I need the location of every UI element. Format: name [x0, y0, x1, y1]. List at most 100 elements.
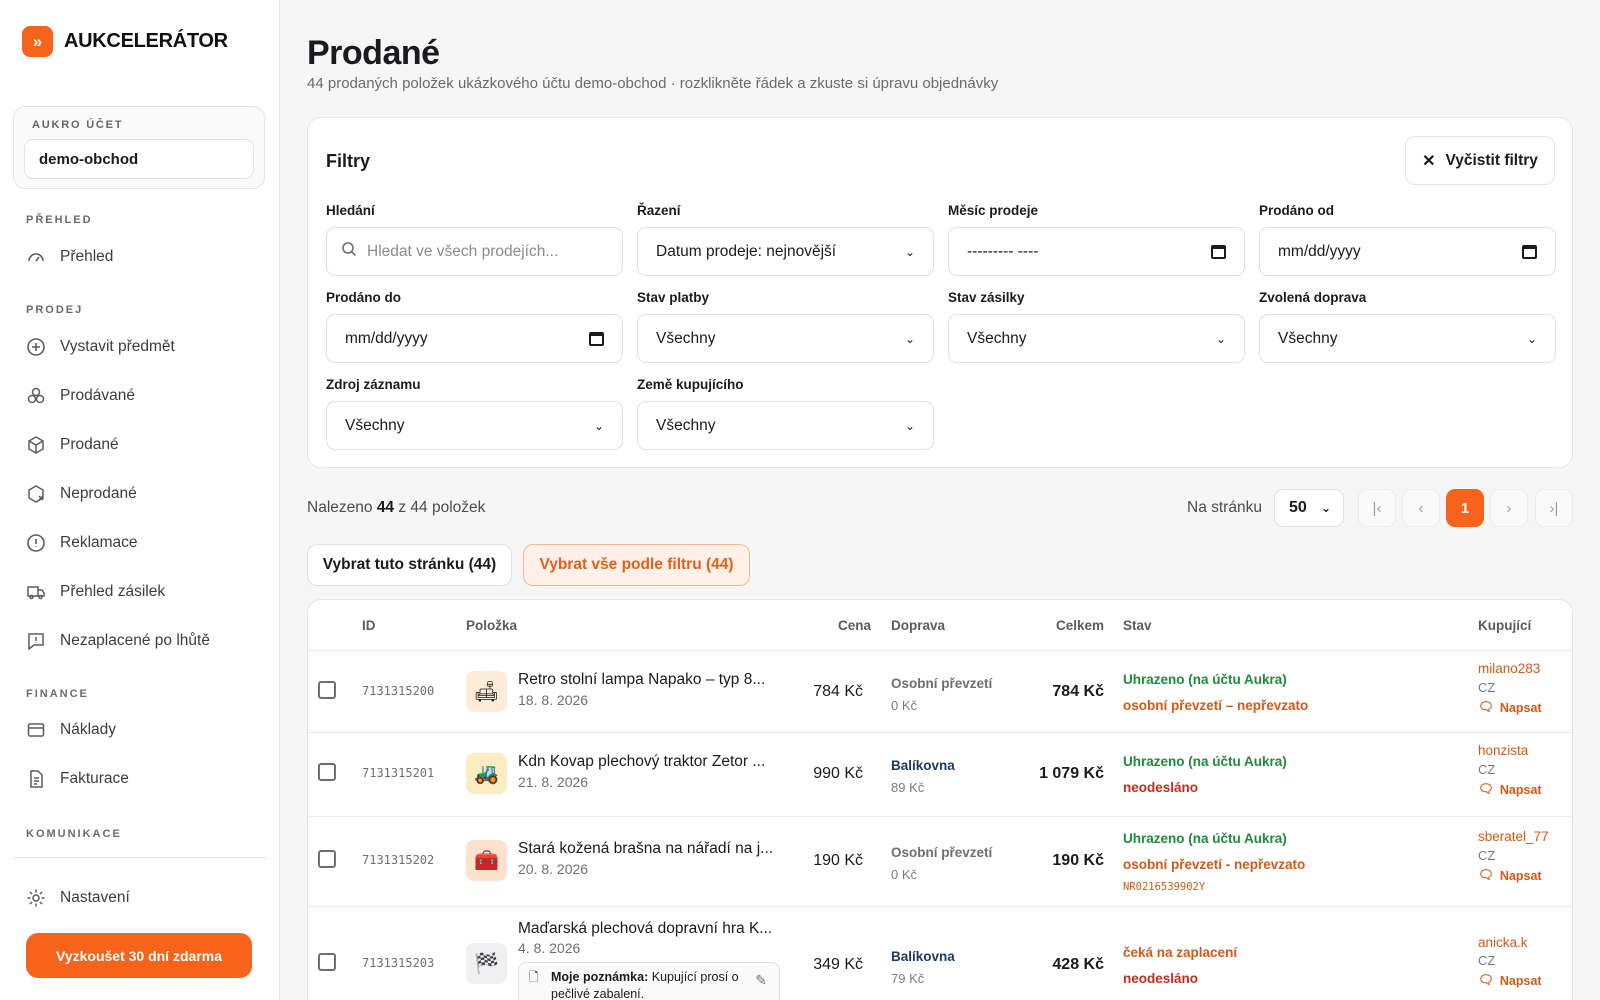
search-placeholder: Hledat ve všech prodejích... — [367, 242, 559, 260]
write-message-button[interactable]: 🗨 Napsat — [1478, 973, 1542, 988]
shipment-status[interactable]: osobní převzetí - nepřevzato — [1123, 857, 1306, 872]
plus-circle-icon — [26, 337, 46, 357]
buyer-country: CZ — [1478, 680, 1496, 695]
account-select[interactable]: demo-obchod — [24, 139, 254, 179]
item-date: 18. 8. 2026 — [518, 692, 589, 708]
country-value: Všechny — [656, 416, 716, 434]
write-message-button[interactable]: 🗨 Napsat — [1478, 868, 1542, 883]
row-checkbox[interactable] — [318, 763, 336, 781]
sidebar-item-prodavane[interactable]: Prodávané — [26, 386, 135, 406]
item-price: 784 Kč — [813, 683, 863, 700]
sidebar-item-reklamace[interactable]: Reklamace — [26, 533, 138, 553]
from-value: mm/dd/yyyy — [1278, 242, 1361, 260]
clear-filters-label: Vyčistit filtry — [1445, 151, 1538, 169]
payment-select[interactable]: Všechny ⌄ — [637, 314, 934, 363]
table-row[interactable]: 7131315201 🚜 Kdn Kovap plechový traktor … — [308, 732, 1572, 816]
sidebar-item-vystavit[interactable]: Vystavit předmět — [26, 337, 175, 357]
item-price: 349 Kč — [813, 956, 863, 973]
sidebar-item-label: Fakturace — [60, 770, 129, 787]
first-page-button[interactable]: |‹ — [1358, 489, 1396, 527]
col-item[interactable]: Položka — [466, 618, 518, 633]
sidebar-item-naklady[interactable]: Náklady — [26, 720, 116, 740]
col-status[interactable]: Stav — [1123, 618, 1152, 633]
source-select[interactable]: Všechny ⌄ — [326, 401, 623, 450]
buyer-name[interactable]: milano283 — [1478, 661, 1541, 676]
calendar-icon[interactable] — [1522, 244, 1537, 259]
calendar-icon[interactable] — [1211, 244, 1226, 259]
from-date-input[interactable]: mm/dd/yyyy — [1259, 227, 1556, 276]
write-message-button[interactable]: 🗨 Napsat — [1478, 700, 1542, 715]
write-label: Napsat — [1499, 700, 1542, 715]
row-checkbox[interactable] — [318, 681, 336, 699]
col-buyer[interactable]: Kupující — [1478, 618, 1532, 633]
per-page-select[interactable]: 50 ⌄ — [1274, 489, 1344, 527]
month-value: --------- ---- — [967, 242, 1039, 260]
write-message-button[interactable]: 🗨 Napsat — [1478, 782, 1542, 797]
sidebar-item-neprodane[interactable]: Neprodané — [26, 484, 137, 504]
item-name[interactable]: Maďarská plechová dopravní hra K... — [518, 920, 773, 937]
nav-section-komunikace: KOMUNIKACE — [26, 828, 122, 840]
next-page-button[interactable]: › — [1490, 489, 1528, 527]
trial-button[interactable]: Vyzkoušet 30 dní zdarma — [26, 933, 252, 978]
search-icon — [341, 241, 357, 262]
row-checkbox[interactable] — [318, 850, 336, 868]
nav-section-finance: FINANCE — [26, 688, 89, 700]
sidebar-item-label: Neprodané — [60, 485, 137, 502]
transport-select[interactable]: Všechny ⌄ — [1259, 314, 1556, 363]
results-number: 44 — [376, 499, 395, 516]
select-all-button[interactable]: Vybrat vše podle filtru (44) — [523, 544, 750, 586]
to-date-input[interactable]: mm/dd/yyyy — [326, 314, 623, 363]
item-name[interactable]: Retro stolní lampa Napako – typ 8... — [518, 671, 766, 688]
row-checkbox[interactable] — [318, 953, 336, 971]
page-button-current[interactable]: 1 — [1446, 489, 1484, 527]
search-input[interactable]: Hledat ve všech prodejích... — [326, 227, 623, 276]
item-note[interactable]: 🗋 Moje poznámka: Kupující prosí o pečliv… — [518, 962, 780, 1000]
last-page-button[interactable]: ›| — [1535, 489, 1573, 527]
per-page-value: 50 — [1289, 499, 1307, 516]
sidebar-item-fakturace[interactable]: Fakturace — [26, 769, 129, 789]
country-select[interactable]: Všechny ⌄ — [637, 401, 934, 450]
shipping-cost: 79 Kč — [891, 971, 925, 986]
wallet-icon — [26, 720, 46, 740]
edit-icon[interactable]: ✎ — [755, 972, 767, 988]
item-date: 21. 8. 2026 — [518, 774, 589, 790]
item-name[interactable]: Kdn Kovap plechový traktor Zetor ... — [518, 753, 766, 770]
source-label: Zdroj záznamu — [326, 377, 421, 392]
sidebar-item-prehled[interactable]: Přehled — [26, 247, 113, 267]
prev-page-button[interactable]: ‹ — [1402, 489, 1440, 527]
table-row[interactable]: 7131315203 🏁 Maďarská plechová dopravní … — [308, 906, 1572, 1000]
calendar-icon[interactable] — [589, 331, 604, 346]
shipping-cost: 0 Kč — [891, 867, 918, 882]
col-total[interactable]: Celkem — [1056, 618, 1105, 633]
shipment-status[interactable]: neodesláno — [1123, 780, 1199, 795]
sidebar-item-nastaveni[interactable]: Nastavení — [26, 888, 130, 908]
total-price: 428 Kč — [1052, 956, 1104, 973]
tracking-number[interactable]: NR0216539902Y — [1123, 881, 1206, 893]
col-shipping[interactable]: Doprava — [891, 618, 946, 633]
sidebar-item-zasilky[interactable]: Přehled zásilek — [26, 582, 165, 602]
table-row[interactable]: 7131315202 🧰 Stará kožená brašna na nářa… — [308, 816, 1572, 906]
table-row[interactable]: 7131315200 🛋 Retro stolní lampa Napako –… — [308, 650, 1572, 732]
filters-title: Filtry — [326, 151, 371, 171]
sidebar-item-label: Vystavit předmět — [60, 338, 175, 355]
item-name[interactable]: Stará kožená brašna na nářadí na j... — [518, 840, 774, 857]
search-label: Hledání — [326, 203, 375, 218]
shipment-status[interactable]: osobní převzetí – nepřevzato — [1123, 698, 1309, 713]
clear-filters-button[interactable]: ✕ Vyčistit filtry — [1405, 136, 1555, 185]
col-id[interactable]: ID — [362, 618, 376, 633]
select-page-button[interactable]: Vybrat tuto stránku (44) — [307, 544, 512, 586]
month-input[interactable]: --------- ---- — [948, 227, 1245, 276]
sidebar-item-prodane[interactable]: Prodané — [26, 435, 119, 455]
buyer-name[interactable]: honzista — [1478, 743, 1529, 758]
brand[interactable]: » AUKCELERÁTOR — [22, 26, 228, 57]
chevron-down-icon: ⌄ — [593, 418, 604, 433]
sidebar-item-nezaplacene[interactable]: Nezaplacené po lhůtě — [26, 631, 210, 651]
shipment-status[interactable]: neodesláno — [1123, 971, 1199, 986]
buyer-name[interactable]: anicka.k — [1478, 935, 1528, 950]
sort-select[interactable]: Datum prodeje: nejnovější ⌄ — [637, 227, 934, 276]
account-label: AUKRO ÚČET — [32, 119, 124, 131]
shipment-select[interactable]: Všechny ⌄ — [948, 314, 1245, 363]
buyer-name[interactable]: sberatel_77 — [1478, 829, 1549, 844]
col-price[interactable]: Cena — [838, 618, 872, 633]
brand-name: AUKCELERÁTOR — [64, 30, 228, 52]
